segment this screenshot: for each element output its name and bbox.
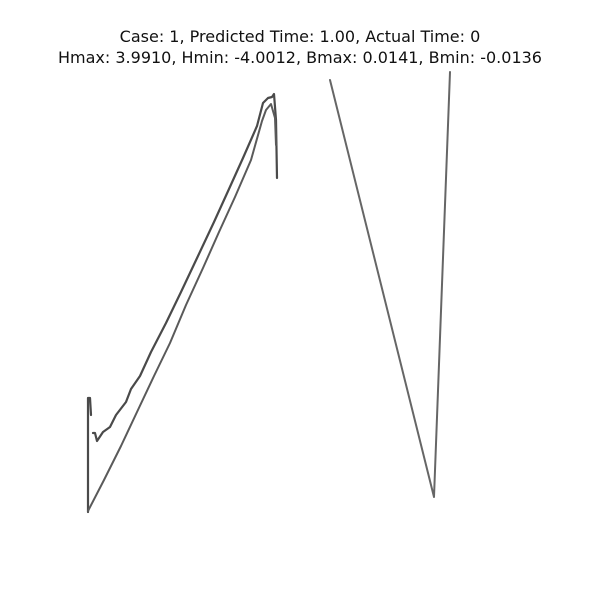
- left-stroke-outer: [86, 92, 279, 514]
- title-line-case: Case: 1, Predicted Time: 1.00, Actual Ti…: [119, 27, 481, 46]
- title-line-stats: Hmax: 3.9910, Hmin: -4.0012, Bmax: 0.014…: [58, 48, 542, 67]
- figure-title: Case: 1, Predicted Time: 1.00, Actual Ti…: [0, 26, 600, 68]
- right-v-stroke: [329, 71, 451, 498]
- left-stroke-inner: [87, 103, 277, 512]
